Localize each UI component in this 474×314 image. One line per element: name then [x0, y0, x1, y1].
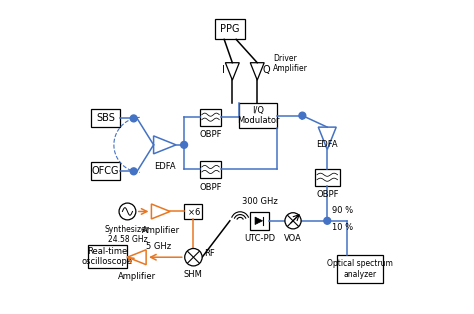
FancyBboxPatch shape: [337, 255, 383, 283]
Text: RF: RF: [204, 249, 215, 258]
Polygon shape: [128, 250, 146, 265]
Text: EDFA: EDFA: [317, 140, 338, 149]
FancyBboxPatch shape: [200, 109, 221, 126]
FancyBboxPatch shape: [91, 162, 120, 180]
Circle shape: [130, 115, 137, 122]
Circle shape: [285, 213, 301, 229]
Circle shape: [185, 248, 202, 266]
Text: Amplifier: Amplifier: [118, 272, 156, 281]
Text: OBPF: OBPF: [199, 130, 222, 139]
Circle shape: [119, 203, 136, 220]
Circle shape: [130, 168, 137, 175]
Text: Optical spectrum
analyzer: Optical spectrum analyzer: [327, 259, 392, 279]
Text: SBS: SBS: [96, 113, 115, 123]
Text: Q: Q: [263, 65, 270, 75]
Polygon shape: [255, 217, 263, 225]
FancyBboxPatch shape: [88, 245, 127, 268]
Text: $\times$6: $\times$6: [187, 206, 201, 217]
Polygon shape: [225, 63, 239, 80]
Text: Synthesizer
24.58 GHz: Synthesizer 24.58 GHz: [105, 225, 150, 244]
FancyBboxPatch shape: [91, 109, 120, 127]
Text: OFCG: OFCG: [92, 166, 119, 176]
Text: 90 %: 90 %: [332, 206, 353, 215]
Polygon shape: [250, 63, 264, 80]
FancyBboxPatch shape: [184, 204, 202, 219]
FancyBboxPatch shape: [250, 212, 269, 230]
Text: Amplifier: Amplifier: [142, 226, 180, 235]
Polygon shape: [319, 127, 336, 149]
Text: 300 GHz: 300 GHz: [242, 197, 277, 206]
Text: OBPF: OBPF: [199, 182, 222, 192]
FancyBboxPatch shape: [200, 161, 221, 178]
Text: Driver
Amplifier: Driver Amplifier: [273, 54, 308, 73]
Text: Real-time
oscilloscope: Real-time oscilloscope: [82, 247, 133, 266]
Text: OBPF: OBPF: [316, 190, 338, 199]
Text: UTC-PD: UTC-PD: [244, 234, 275, 243]
FancyBboxPatch shape: [238, 103, 277, 128]
Text: I/Q
Modulator: I/Q Modulator: [237, 106, 279, 125]
Text: 5 GHz: 5 GHz: [146, 242, 171, 251]
Text: SHM: SHM: [184, 270, 203, 279]
FancyBboxPatch shape: [215, 19, 245, 39]
Text: PPG: PPG: [220, 24, 240, 34]
Circle shape: [324, 217, 331, 224]
Text: VOA: VOA: [284, 234, 302, 243]
Polygon shape: [154, 136, 176, 154]
Polygon shape: [151, 204, 170, 219]
Circle shape: [299, 112, 306, 119]
FancyBboxPatch shape: [315, 169, 340, 186]
Text: EDFA: EDFA: [154, 162, 175, 171]
Text: 10 %: 10 %: [332, 223, 353, 232]
Circle shape: [181, 141, 188, 148]
Text: I: I: [221, 65, 224, 75]
